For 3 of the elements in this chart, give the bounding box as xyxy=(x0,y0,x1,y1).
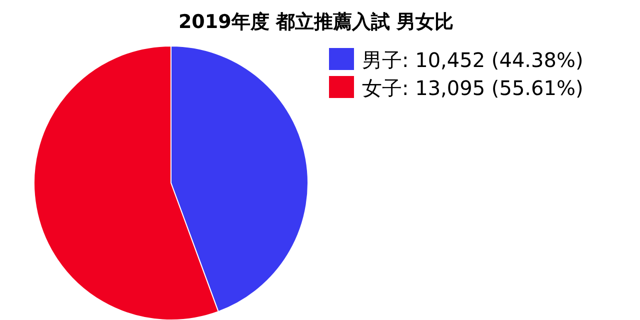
legend-label: 男子: 10,452 (44.38%) xyxy=(362,48,584,72)
legend-label: 女子: 13,095 (55.61%) xyxy=(362,76,584,100)
chart-title: 2019年度 都立推薦入試 男女比 xyxy=(178,11,454,33)
